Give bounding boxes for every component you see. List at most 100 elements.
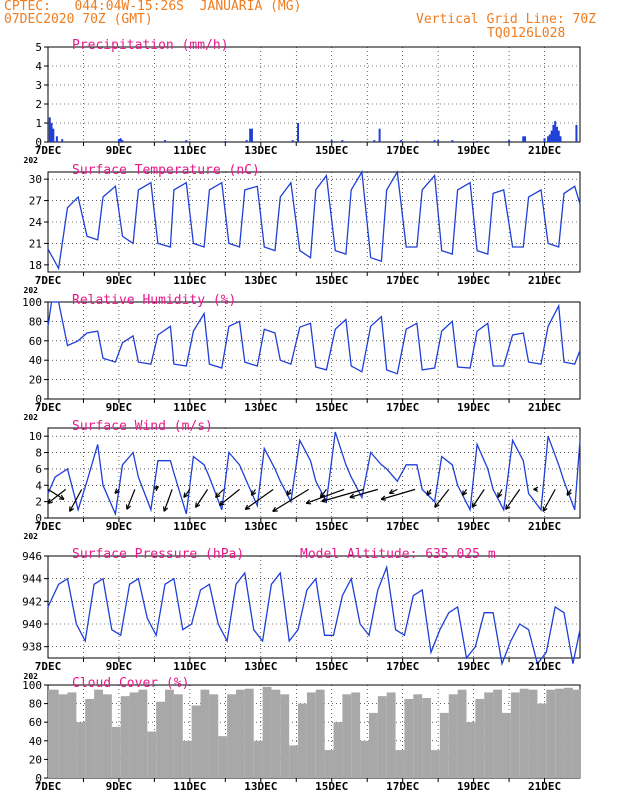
cloud-bar [209, 694, 219, 778]
precip-panel [44, 46, 581, 146]
precip-bar [330, 140, 333, 142]
wind-vector [47, 488, 65, 500]
rh-xtick-label: 9DEC [106, 401, 133, 414]
precip-bar [297, 123, 300, 142]
precip-ytick-label: 2 [35, 98, 42, 111]
model-altitude-label: Model Altitude: 635.025 m [300, 547, 496, 562]
press-xtick-label: 19DEC [457, 660, 490, 673]
temp-xtick-label: 9DEC [106, 274, 133, 287]
precip-xtick-label: 19DEC [457, 144, 490, 157]
press-ytick-label: 940 [22, 618, 42, 631]
rh-ytick-label: 40 [29, 354, 42, 367]
press-line [47, 564, 581, 667]
precip-bar [437, 140, 440, 142]
cloud-bar [564, 687, 573, 778]
precip-xtick-label: 13DEC [244, 144, 277, 157]
press-panel [44, 555, 581, 667]
cloud-bar [289, 745, 299, 778]
rh-xtick-label: 17DEC [386, 401, 419, 414]
precip-bar [249, 128, 252, 142]
cloud-bar [510, 692, 520, 778]
precip-bar [554, 121, 557, 142]
wind-year-label: 202 [24, 532, 39, 541]
cloud-bar [227, 694, 236, 778]
precip-bar [433, 140, 436, 142]
precip-ytick-label: 4 [35, 60, 42, 73]
wind-panel [44, 427, 581, 522]
cloud-bar [165, 689, 174, 778]
rh-ytick-label: 0 [35, 393, 42, 406]
precip-bar [117, 139, 120, 142]
cloud-bar [493, 689, 502, 778]
precip-bar [508, 140, 511, 142]
temp-year-label: 202 [24, 286, 39, 295]
temp-ytick-label: 21 [29, 237, 42, 250]
wind-title: Surface Wind (m/s) [72, 419, 213, 434]
wind-vector-head [214, 492, 221, 498]
wind-vector-head [47, 498, 53, 504]
wind-vector-head [349, 493, 355, 499]
precip-year-label: 202 [24, 156, 39, 165]
press-xtick-label: 17DEC [386, 660, 419, 673]
cloud-xtick-label: 7DEC [35, 780, 62, 793]
rh-xtick-label: 21DEC [528, 401, 561, 414]
cloud-ytick-label: 20 [29, 753, 42, 766]
cloud-xtick-label: 9DEC [106, 780, 133, 793]
cloud-bar [386, 692, 396, 778]
wind-vector-head [286, 490, 292, 496]
wind-vector-head [566, 490, 572, 496]
precip-bar [224, 141, 227, 142]
press-ytick-label: 946 [22, 550, 42, 563]
cloud-bar [475, 698, 485, 778]
temp-xtick-label: 7DEC [35, 274, 62, 287]
precip-bar [476, 141, 479, 142]
cloud-xtick-label: 11DEC [173, 780, 206, 793]
precip-bar [119, 138, 122, 142]
cloud-bar [156, 701, 166, 778]
cloud-bar [484, 692, 494, 778]
rh-xtick-label: 7DEC [35, 401, 62, 414]
wind-vector-head [114, 488, 120, 494]
wind-vector-head [69, 506, 75, 512]
cloud-bar [85, 698, 95, 778]
wind-vector-head [163, 506, 169, 512]
wind-vector-head [125, 504, 132, 510]
wind-vector [126, 489, 136, 510]
temp-ytick-label: 24 [29, 216, 43, 229]
precip-bar [48, 117, 51, 142]
vertical-grid-note: Vertical Grid Line: 70Z [416, 12, 597, 27]
wind-vector [505, 489, 521, 510]
wind-ytick-label: 2 [35, 496, 42, 509]
wind-vector [244, 488, 274, 510]
press-xtick-label: 13DEC [244, 660, 277, 673]
wind-ytick-label: 4 [35, 479, 42, 492]
rh-xtick-label: 19DEC [457, 401, 490, 414]
precip-bar [55, 136, 58, 142]
precip-bar [373, 140, 376, 142]
precip-bar [245, 140, 248, 142]
wind-xtick-label: 11DEC [173, 520, 206, 533]
run-code: TQ0126L028 [487, 26, 566, 41]
rh-ytick-label: 60 [29, 335, 42, 348]
wind-vector [349, 488, 379, 498]
cloud-bar [173, 694, 183, 778]
rh-ytick-label: 20 [29, 374, 42, 387]
precip-bar [547, 136, 550, 142]
cloud-bar [129, 692, 139, 778]
wind-xtick-label: 7DEC [35, 520, 62, 533]
wind-ytick-label: 6 [35, 463, 42, 476]
temp-line [47, 169, 581, 271]
wind-vector-head [153, 485, 159, 492]
press-ytick-label: 942 [22, 595, 42, 608]
temp-ytick-label: 30 [29, 173, 42, 186]
precip-ytick-label: 5 [35, 41, 42, 54]
wind-vector [434, 488, 450, 508]
precip-frame [47, 46, 581, 143]
cloud-bar [431, 750, 440, 778]
wind-vector [272, 488, 309, 512]
wind-xtick-label: 21DEC [528, 520, 561, 533]
precip-bar [61, 139, 64, 142]
cloud-xtick-label: 19DEC [457, 780, 490, 793]
wind-vector-head [533, 486, 539, 493]
precip-xtick-label: 9DEC [106, 144, 133, 157]
